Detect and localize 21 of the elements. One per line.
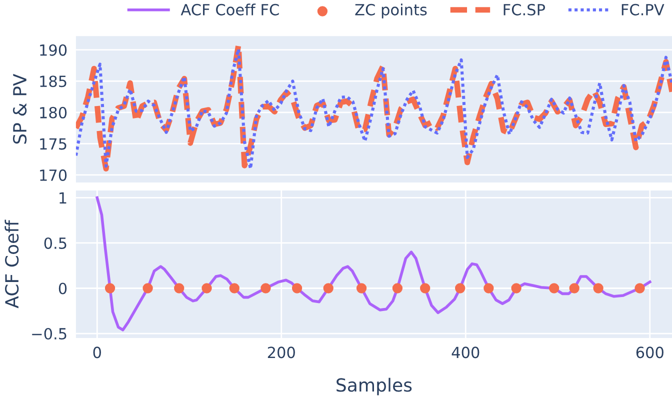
legend-label: ACF Coeff FC: [180, 4, 279, 16]
legend-label: FC.SP: [504, 4, 546, 16]
y-axis-title: ACF Coeff: [4, 220, 19, 308]
y-axis-title: SP & PV: [12, 74, 27, 144]
y-tick-label: 0.5: [44, 237, 66, 250]
y-tick-label: 1: [60, 192, 66, 204]
y-tick-label: −0.5: [32, 328, 66, 340]
y-tick-label: 190: [40, 44, 67, 56]
line-series: [96, 196, 652, 332]
legend-label: FC.PV: [622, 4, 664, 16]
legend-label: ZC points: [355, 4, 427, 18]
x-tick-label: 200: [268, 346, 295, 358]
y-tick-label: 170: [40, 169, 67, 181]
y-tick-label: 0: [58, 282, 67, 294]
y-tick-label: 180: [40, 106, 67, 118]
x-axis-title: Samples: [336, 378, 412, 396]
x-tick-label: 0: [93, 346, 101, 358]
y-tick-label: 185: [40, 76, 66, 88]
y-tick-label: 175: [40, 138, 66, 150]
x-tick-label: 600: [636, 346, 664, 358]
x-tick-label: 400: [452, 346, 480, 358]
